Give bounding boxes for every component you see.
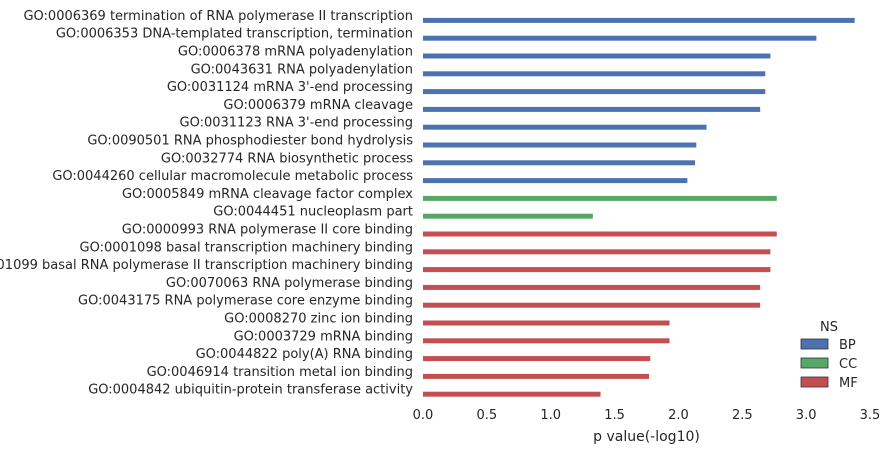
- bar: [423, 35, 817, 41]
- category-label: GO:0000993 RNA polymerase II core bindin…: [122, 223, 413, 238]
- category-label: GO:0003729 mRNA binding: [234, 329, 413, 344]
- bar: [423, 373, 650, 379]
- category-label: GO:0090501 RNA phosphodiester bond hydro…: [87, 134, 413, 149]
- bar: [423, 160, 696, 166]
- legend-label: MF: [839, 376, 858, 391]
- category-label: GO:0004842 ubiquitin-protein transferase…: [88, 383, 413, 398]
- category-label: GO:0006378 mRNA polyadenylation: [178, 45, 413, 60]
- category-label: GO:0043631 RNA polyadenylation: [191, 62, 413, 77]
- category-label: GO:0031124 mRNA 3'-end processing: [167, 80, 413, 95]
- bar: [423, 71, 766, 77]
- x-axis-ticks: 0.0 0.5 1.0 1.5 2.0 2.5 3.0 3.5: [413, 408, 881, 423]
- legend-swatch: [800, 338, 829, 350]
- category-label: GO:0044260 cellular macromolecule metabo…: [52, 169, 413, 184]
- bar: [423, 267, 771, 273]
- bar: [423, 124, 707, 130]
- category-label: GO:0031123 RNA 3'-end processing: [180, 116, 414, 131]
- x-tick-label: 2.5: [732, 408, 753, 423]
- bar: [423, 89, 766, 95]
- category-labels: GO:0006369 termination of RNA polymerase…: [0, 9, 413, 398]
- bar: [423, 53, 771, 59]
- category-label: GO:0043175 RNA polymerase core enzyme bi…: [78, 294, 413, 309]
- legend-swatch: [800, 376, 829, 388]
- bar: [423, 142, 697, 148]
- category-label: GO:0001099 basal RNA polymerase II trans…: [0, 258, 413, 273]
- bar: [423, 178, 688, 184]
- bar: [423, 320, 670, 326]
- bar: [423, 338, 670, 344]
- x-tick-label: 1.5: [604, 408, 625, 423]
- x-tick-label: 1.0: [540, 408, 561, 423]
- category-label: GO:0044822 poly(A) RNA binding: [196, 347, 413, 362]
- x-tick-label: 0.5: [477, 408, 498, 423]
- x-tick-label: 3.0: [796, 408, 817, 423]
- bar: [423, 356, 651, 362]
- category-label: GO:0005849 mRNA cleavage factor complex: [122, 187, 413, 202]
- legend-swatch: [800, 357, 829, 369]
- x-tick-label: 0.0: [413, 408, 434, 423]
- category-label: GO:0070063 RNA polymerase binding: [166, 276, 413, 291]
- legend-label: CC: [839, 357, 857, 372]
- bar: [423, 106, 761, 112]
- bars: [423, 17, 855, 397]
- legend-label: BP: [839, 338, 856, 353]
- legend-title: NS: [820, 320, 838, 335]
- category-label: GO:0001098 basal transcription machinery…: [80, 240, 414, 255]
- category-label: GO:0006353 DNA-templated transcription, …: [56, 27, 413, 42]
- x-tick-label: 3.5: [860, 408, 881, 423]
- category-label: GO:0006369 termination of RNA polymerase…: [23, 9, 413, 24]
- category-label: GO:0046914 transition metal ion binding: [147, 365, 413, 380]
- bar: [423, 213, 593, 219]
- bar: [423, 284, 761, 290]
- category-label: GO:0032774 RNA biosynthetic process: [161, 151, 413, 166]
- bar: [423, 302, 761, 308]
- bar: [423, 195, 777, 201]
- bar: [423, 391, 601, 397]
- x-tick-label: 2.0: [668, 408, 689, 423]
- category-label: GO:0008270 zinc ion binding: [224, 312, 413, 327]
- bar: [423, 231, 777, 237]
- category-label: GO:0044451 nucleoplasm part: [213, 205, 413, 220]
- category-label: GO:0006379 mRNA cleavage: [223, 98, 413, 113]
- x-axis-title: p value(-log10): [593, 429, 700, 445]
- bar: [423, 17, 855, 23]
- bar: [423, 249, 771, 255]
